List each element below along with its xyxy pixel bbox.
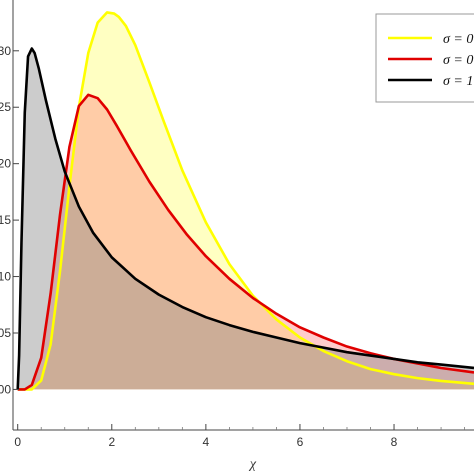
x-axis-title: χ: [248, 457, 257, 472]
y-tick-label: 20: [0, 157, 11, 171]
x-axis-ticks: 0 2 4 6 8: [14, 424, 465, 449]
series-fills: [17, 12, 474, 390]
x-tick-label: 6: [297, 435, 304, 449]
series-area-2: [17, 94, 474, 390]
y-tick-label: 35: [0, 0, 11, 1]
x-tick-label: 8: [391, 435, 398, 449]
series-line-1: [17, 11, 474, 391]
legend: σ = 0 σ = 0 σ = 1: [375, 13, 474, 103]
y-tick-label: 15: [0, 213, 11, 227]
legend-label-1: σ = 0: [443, 32, 473, 47]
series-line-3: [16, 47, 474, 390]
series-line-2: [17, 93, 474, 391]
legend-label-3: σ = 1: [443, 74, 473, 89]
series-area-3: [17, 48, 474, 390]
y-tick-label: 10: [0, 270, 11, 284]
y-tick-label: 30: [0, 44, 11, 58]
series-lines: [16, 11, 474, 391]
x-tick-label: 0: [14, 435, 21, 449]
legend-label-2: σ = 0: [443, 53, 473, 68]
y-axis-ticks: .00 05 10 15 20 25 30 35: [0, 0, 19, 396]
x-tick-label: 2: [108, 435, 115, 449]
y-tick-label: .00: [0, 382, 11, 396]
axes-frame: [12, 0, 474, 431]
y-tick-label: 05: [0, 326, 11, 340]
x-tick-label: 4: [203, 435, 210, 449]
series-area-1: [17, 12, 474, 390]
y-tick-label: 25: [0, 100, 11, 114]
